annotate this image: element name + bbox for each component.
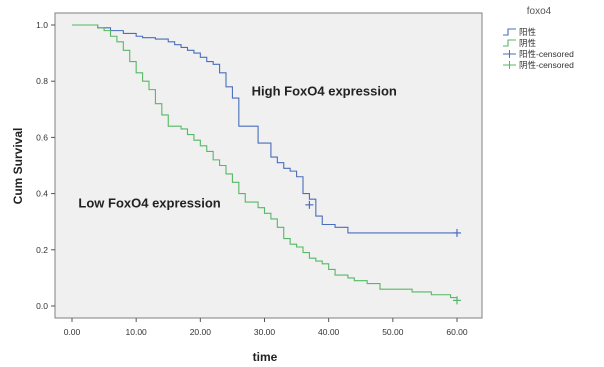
annotation-layer: High FoxO4 expression Low FoxO4 expressio… (78, 83, 397, 210)
legend-item: 阴性-censored (503, 60, 574, 70)
x-tick-label: 40.00 (318, 327, 340, 337)
survival-curve-low (72, 24, 458, 301)
x-tick-label: 20.00 (190, 327, 212, 337)
x-axis-title: time (253, 350, 278, 364)
series-layer (72, 24, 461, 305)
legend-item: 阳性-censored (503, 49, 574, 59)
legend-item: 阴性 (503, 38, 537, 48)
y-tick-label: 0.2 (36, 245, 48, 255)
y-tick-label: 0.6 (36, 132, 48, 142)
plot-area (54, 12, 483, 319)
x-tick-label: 50.00 (382, 327, 404, 337)
y-axis-title: Cum Survival (11, 128, 25, 205)
y-tick-label: 1.0 (36, 20, 48, 30)
censor-mark (305, 200, 314, 209)
censor-mark (453, 296, 461, 305)
y-tick-label: 0.0 (36, 301, 48, 311)
legend-line-swatch (503, 28, 516, 36)
censor-mark (453, 228, 461, 237)
survival-curve-high (72, 24, 457, 234)
axes: 0.00 10.00 20.00 30.00 40.00 50.00 60.00 0.0 0.2… (36, 20, 468, 337)
legend-label: 阴性 (519, 38, 537, 48)
legend-item: 阳性 (503, 27, 537, 37)
y-tick-label: 0.8 (36, 76, 48, 86)
x-tick-label: 10.00 (126, 327, 148, 337)
x-tick-label: 0.00 (64, 327, 81, 337)
legend-label: 阳性-censored (519, 49, 574, 59)
legend-title: foxo4 (527, 6, 552, 17)
legend-line-swatch (503, 39, 516, 47)
annotation-label: High FoxO4 expression (252, 83, 397, 98)
x-tick-label: 60.00 (446, 327, 468, 337)
legend-label: 阳性 (519, 27, 537, 37)
x-tick-label: 30.00 (254, 327, 276, 337)
y-tick-label: 0.4 (36, 189, 48, 199)
legend-label: 阴性-censored (519, 60, 574, 70)
annotation-label: Low FoxO4 expression (78, 196, 220, 211)
